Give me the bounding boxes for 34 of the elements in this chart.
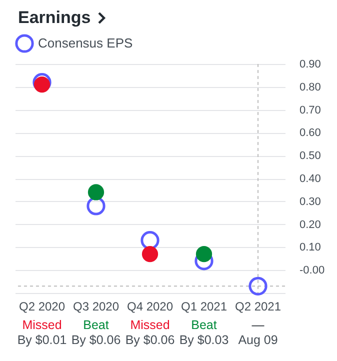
y-tick-label: 0.60: [300, 127, 321, 140]
chart-title: Earnings: [18, 8, 91, 28]
text: By $0.03: [179, 333, 229, 347]
text: Beat: [191, 318, 218, 332]
y-tick-label: 0.40: [300, 173, 321, 185]
y-tick-label: -0.00: [300, 264, 325, 277]
text: Missed: [130, 318, 170, 332]
point: [88, 184, 104, 200]
y-tick-label: 0.10: [300, 242, 321, 254]
text: By $0.06: [125, 333, 175, 347]
text: Aug 09: [238, 333, 278, 347]
y-tick-label: 0.20: [300, 218, 321, 231]
point: [34, 76, 50, 93]
x-tick-label: Q3 2020: [72, 300, 120, 314]
point: [248, 276, 268, 296]
y-tick-label: 0.50: [300, 150, 321, 162]
y-tick-label: 0.90: [300, 58, 321, 70]
point: [142, 246, 158, 262]
text: Beat: [83, 318, 110, 332]
x-tick-label: Q1 2021: [180, 300, 228, 314]
x-tick-label: Q2 2020: [18, 300, 66, 314]
point: [140, 231, 160, 250]
point: [86, 196, 106, 216]
y-tick-label: 0.70: [300, 104, 321, 116]
legend-label: Consensus EPS: [38, 36, 133, 50]
text: By $0.01: [17, 333, 67, 347]
point: [196, 246, 212, 262]
text: Missed: [22, 318, 62, 332]
x-tick-label: Q4 2020: [126, 300, 174, 314]
y-tick-label: 0.30: [300, 196, 321, 208]
text: By $0.06: [71, 333, 121, 347]
x-tick-label: Q2 2021: [234, 300, 282, 314]
y-tick-label: 0.80: [300, 81, 321, 94]
text: —: [252, 318, 265, 332]
